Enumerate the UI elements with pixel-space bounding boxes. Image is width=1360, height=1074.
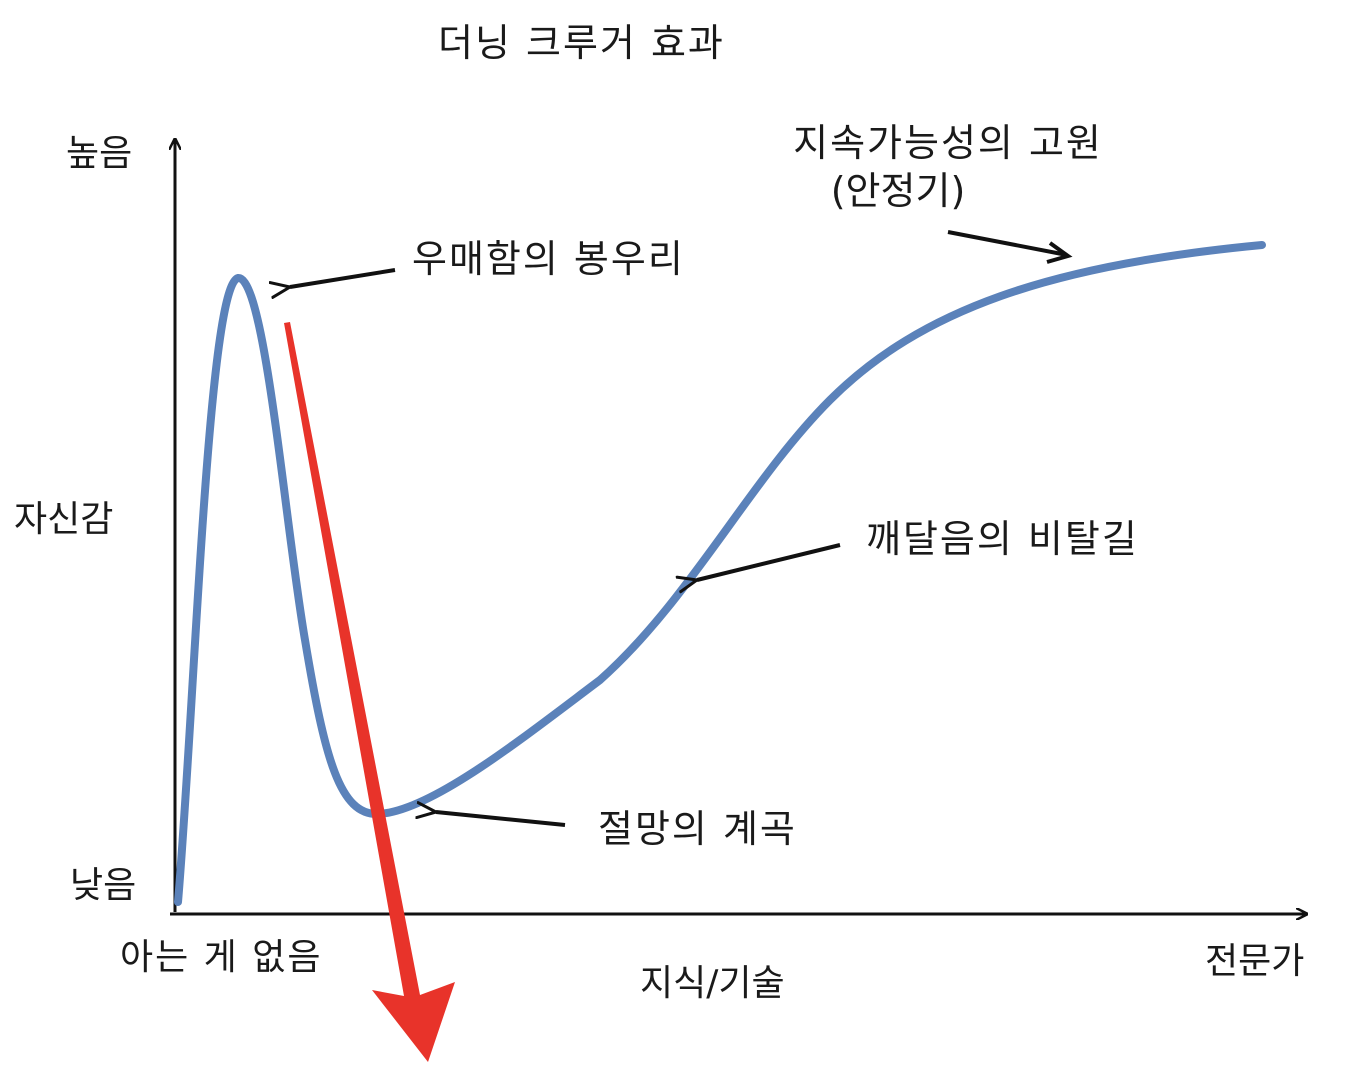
- red-downward-arrow: [284, 322, 455, 1062]
- peak-annotation: 우매함의 봉우리: [412, 237, 685, 281]
- x-axis-title: 지식/기술: [640, 963, 785, 1004]
- peak-pointer-arrow: [290, 268, 396, 287]
- plateau-annotation-line2: (안정기): [830, 169, 966, 213]
- slope-pointer-arrow: [697, 543, 841, 580]
- plateau-pointer-head: [1046, 241, 1073, 264]
- y-axis-high-label: 높음: [66, 133, 133, 174]
- valley-annotation: 절망의 계곡: [598, 807, 797, 851]
- valley-pointer-arrow: [436, 812, 566, 827]
- slope-annotation: 깨달음의 비탈길: [866, 517, 1139, 561]
- chart-title: 더닝 크루거 효과: [438, 21, 725, 65]
- x-axis-start-label: 아는 게 없음: [120, 937, 323, 978]
- y-axis-title: 자신감: [14, 499, 114, 540]
- plateau-annotation-line1: 지속가능성의 고원: [793, 121, 1103, 165]
- x-axis-end-label: 전문가: [1205, 941, 1305, 982]
- y-axis-low-label: 낮음: [70, 865, 137, 906]
- plateau-pointer-arrow: [947, 230, 1068, 257]
